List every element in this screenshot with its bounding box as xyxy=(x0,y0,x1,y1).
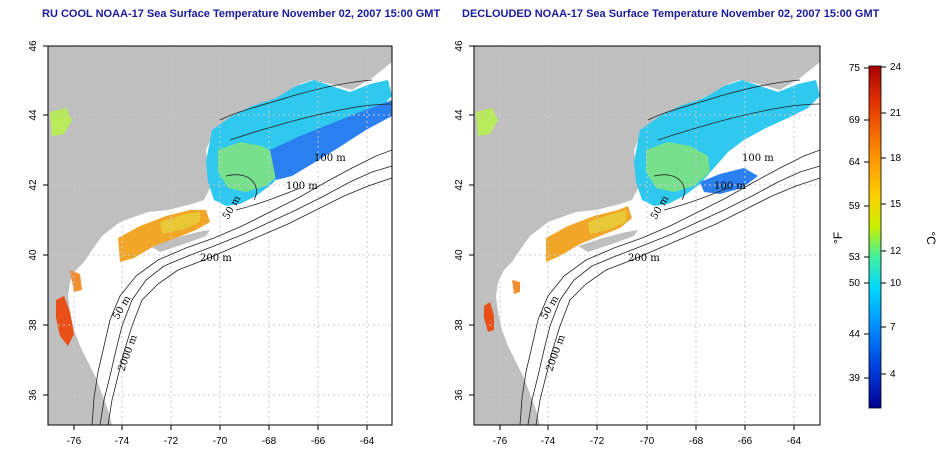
left-lat-tick-36: 36 xyxy=(28,389,39,401)
colorbar-c-tick-12: 12 xyxy=(890,246,902,257)
left-sst-shelf-yellow xyxy=(160,212,200,234)
colorbar-c-tick-21: 21 xyxy=(890,108,902,119)
colorbar-c-tick-7: 7 xyxy=(890,322,896,333)
colorbar-f-tick-59: 59 xyxy=(849,201,861,212)
left-sst-nova-scotia xyxy=(50,108,72,136)
right-panel-title: DECLOUDED NOAA-17 Sea Surface Temperatur… xyxy=(462,8,880,20)
right-contour-label-2: 100 m xyxy=(714,181,746,192)
left-lat-tick-marks xyxy=(43,45,48,396)
left-lat-tick-44: 44 xyxy=(28,109,39,121)
right-sst-delaware xyxy=(512,280,520,294)
left-lon-tick-70: -70 xyxy=(213,436,228,447)
left-sst-delaware xyxy=(70,270,82,292)
right-lat-tick-36: 36 xyxy=(454,389,465,401)
colorbar-c-tick-4: 4 xyxy=(890,369,896,380)
right-grid-lines xyxy=(474,46,820,425)
right-lon-tick-72: -72 xyxy=(590,436,605,447)
colorbar-fahrenheit-label: °F xyxy=(831,232,845,244)
right-lon-tick-76: -76 xyxy=(493,436,508,447)
left-bathymetry-contours xyxy=(91,79,392,425)
colorbar-f-tick-50: 50 xyxy=(849,278,861,289)
right-long-island xyxy=(578,230,638,252)
right-lat-tick-46: 46 xyxy=(454,40,465,52)
colorbar-c-tick-10: 10 xyxy=(890,278,902,289)
right-lat-tick-44: 44 xyxy=(454,109,465,121)
colorbar-f-tick-69: 69 xyxy=(849,115,861,126)
left-sst-chesapeake xyxy=(56,296,74,346)
right-contour-label-4: 200 m xyxy=(628,253,660,264)
right-sst-green-patch xyxy=(646,142,710,192)
left-lat-tick-42: 42 xyxy=(28,179,39,191)
left-lon-tick-marks xyxy=(73,425,368,430)
right-lat-tick-42: 42 xyxy=(454,179,465,191)
colorbar-c-tick-18: 18 xyxy=(890,153,902,164)
left-contour-label-4: 200 m xyxy=(200,253,232,264)
left-lon-tick-74: -74 xyxy=(115,436,130,447)
colorbar-f-tick-53: 53 xyxy=(849,252,861,263)
colorbar-c-tick-15: 15 xyxy=(890,199,902,210)
left-lon-tick-66: -66 xyxy=(311,436,326,447)
right-sst-chesapeake xyxy=(484,302,494,332)
right-sst-nova-scotia xyxy=(476,108,498,136)
right-lat-tick-38: 38 xyxy=(454,319,465,331)
left-lon-tick-72: -72 xyxy=(164,436,179,447)
left-map-panel: 100 m 100 m 50 m 200 m 50 m 2000 m 46 44… xyxy=(28,40,393,447)
left-sst-green-patch xyxy=(218,142,282,192)
colorbar-tick-marks xyxy=(864,66,886,379)
left-land-mass xyxy=(48,46,392,425)
right-land-mass xyxy=(474,46,820,425)
right-sst-cold-band xyxy=(700,168,758,194)
left-grid-lines xyxy=(48,46,392,425)
right-lon-tick-70: -70 xyxy=(640,436,655,447)
right-lon-tick-marks xyxy=(499,425,795,430)
left-lat-tick-38: 38 xyxy=(28,319,39,331)
colorbar-f-tick-39: 39 xyxy=(849,373,861,384)
left-lat-tick-40: 40 xyxy=(28,249,39,261)
left-lon-tick-68: -68 xyxy=(262,436,277,447)
right-lon-tick-68: -68 xyxy=(689,436,704,447)
right-lon-tick-64: -64 xyxy=(787,436,802,447)
right-bathymetry-contours xyxy=(519,79,820,425)
left-lon-tick-64: -64 xyxy=(360,436,375,447)
colorbar-gradient xyxy=(868,65,882,409)
colorbar-f-tick-44: 44 xyxy=(849,329,861,340)
left-contour-label-2: 100 m xyxy=(286,181,318,192)
colorbar-celsius-label: °C xyxy=(924,231,938,245)
right-contour-label-1: 100 m xyxy=(742,153,774,164)
colorbar-f-tick-64: 64 xyxy=(849,157,861,168)
temperature-colorbar: 75 69 64 59 53 50 44 39 24 21 18 15 12 1… xyxy=(831,62,938,409)
right-lon-tick-74: -74 xyxy=(541,436,556,447)
left-long-island xyxy=(150,230,210,252)
right-lat-tick-40: 40 xyxy=(454,249,465,261)
left-lon-tick-76: -76 xyxy=(67,436,82,447)
left-contour-label-1: 100 m xyxy=(314,153,346,164)
right-lon-tick-66: -66 xyxy=(738,436,753,447)
colorbar-f-tick-75: 75 xyxy=(849,63,861,74)
left-lat-tick-46: 46 xyxy=(28,40,39,52)
colorbar-c-tick-24: 24 xyxy=(890,62,902,73)
left-sst-cold-band xyxy=(270,100,392,180)
right-map-panel: 100 m 100 m 50 m 200 m 50 m 2000 m 46 44… xyxy=(454,40,821,447)
right-lat-tick-marks xyxy=(469,45,474,396)
left-panel-title: RU COOL NOAA-17 Sea Surface Temperature … xyxy=(42,8,441,20)
